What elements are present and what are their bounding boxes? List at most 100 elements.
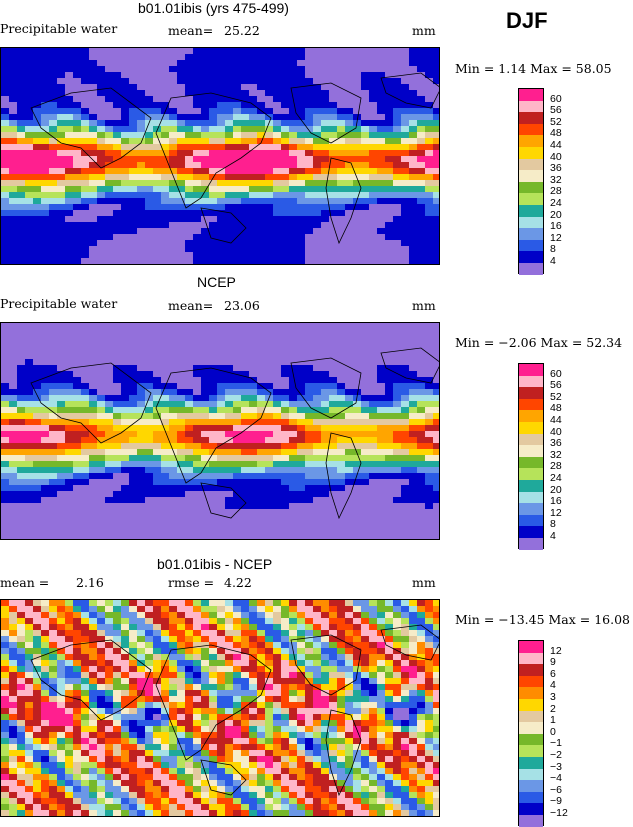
- field-cell: [1, 533, 10, 540]
- field-cell: [249, 198, 258, 205]
- field-cell: [241, 672, 250, 679]
- field-cell: [209, 66, 218, 73]
- field-cell: [417, 443, 426, 450]
- field-cell: [89, 660, 98, 667]
- field-cell: [305, 204, 314, 211]
- field-cell: [313, 383, 322, 390]
- field-cell: [49, 120, 58, 127]
- field-cell: [193, 491, 202, 498]
- field-cell: [17, 198, 26, 205]
- field-cell: [297, 539, 306, 540]
- field-cell: [265, 485, 274, 492]
- field-cell: [257, 377, 266, 384]
- field-cell: [313, 60, 322, 67]
- field-cell: [9, 132, 18, 139]
- field-cell: [217, 678, 226, 685]
- field-cell: [177, 515, 186, 522]
- field-cell: [33, 527, 42, 534]
- field-cell: [249, 72, 258, 79]
- field-cell: [401, 533, 410, 540]
- field-cell: [409, 252, 418, 259]
- field-cell: [121, 642, 130, 649]
- field-cell: [345, 186, 354, 193]
- field-cell: [129, 612, 138, 619]
- field-cell: [425, 509, 434, 516]
- field-cell: [193, 485, 202, 492]
- field-cell: [433, 539, 440, 540]
- field-cell: [385, 126, 394, 133]
- field-cell: [217, 156, 226, 163]
- field-cell: [305, 539, 314, 540]
- field-cell: [217, 479, 226, 486]
- field-cell: [137, 180, 146, 187]
- field-cell: [385, 419, 394, 426]
- field-cell: [25, 401, 34, 408]
- field-cell: [121, 371, 130, 378]
- field-cell: [153, 600, 162, 607]
- field-cell: [265, 108, 274, 115]
- field-cell: [233, 395, 242, 402]
- field-cell: [281, 240, 290, 247]
- field-cell: [49, 258, 58, 265]
- field-cell: [265, 341, 274, 348]
- field-cell: [297, 102, 306, 109]
- field-cell: [177, 600, 186, 607]
- field-cell: [9, 120, 18, 127]
- field-cell: [297, 240, 306, 247]
- field-cell: [337, 455, 346, 462]
- field-cell: [361, 684, 370, 691]
- field-cell: [217, 389, 226, 396]
- field-cell: [393, 204, 402, 211]
- field-cell: [385, 648, 394, 655]
- field-cell: [73, 443, 82, 450]
- field-cell: [121, 335, 130, 342]
- field-cell: [377, 485, 386, 492]
- field-cell: [337, 419, 346, 426]
- field-cell: [361, 84, 370, 91]
- field-cell: [209, 228, 218, 235]
- field-cell: [409, 521, 418, 528]
- field-cell: [289, 437, 298, 444]
- field-cell: [417, 240, 426, 247]
- field-cell: [401, 246, 410, 253]
- field-cell: [257, 479, 266, 486]
- field-cell: [17, 485, 26, 492]
- field-cell: [225, 485, 234, 492]
- field-cell: [17, 618, 26, 625]
- field-cell: [265, 365, 274, 372]
- field-cell: [425, 497, 434, 504]
- field-cell: [241, 612, 250, 619]
- field-cell: [273, 473, 282, 480]
- field-cell: [225, 234, 234, 241]
- field-cell: [329, 120, 338, 127]
- colorbar-tick-label: 20: [550, 209, 562, 221]
- field-cell: [425, 515, 434, 522]
- field-cell: [73, 612, 82, 619]
- field-cell: [321, 204, 330, 211]
- field-cell: [41, 48, 50, 55]
- field-cell: [161, 258, 170, 265]
- field-cell: [57, 527, 66, 534]
- field-cell: [217, 413, 226, 420]
- field-cell: [121, 600, 130, 607]
- field-cell: [265, 222, 274, 229]
- field-cell: [25, 503, 34, 510]
- field-cell: [313, 347, 322, 354]
- field-cell: [113, 329, 122, 336]
- field-cell: [233, 497, 242, 504]
- field-cell: [377, 48, 386, 55]
- field-cell: [129, 389, 138, 396]
- field-cell: [177, 533, 186, 540]
- field-cell: [385, 539, 394, 540]
- field-cell: [401, 126, 410, 133]
- field-cell: [137, 60, 146, 67]
- field-cell: [393, 533, 402, 540]
- rmse-label: rmse =: [168, 575, 214, 590]
- field-cell: [49, 618, 58, 625]
- field-cell: [337, 353, 346, 360]
- field-cell: [249, 666, 258, 673]
- field-cell: [353, 222, 362, 229]
- field-cell: [337, 90, 346, 97]
- field-cell: [57, 455, 66, 462]
- field-cell: [97, 246, 106, 253]
